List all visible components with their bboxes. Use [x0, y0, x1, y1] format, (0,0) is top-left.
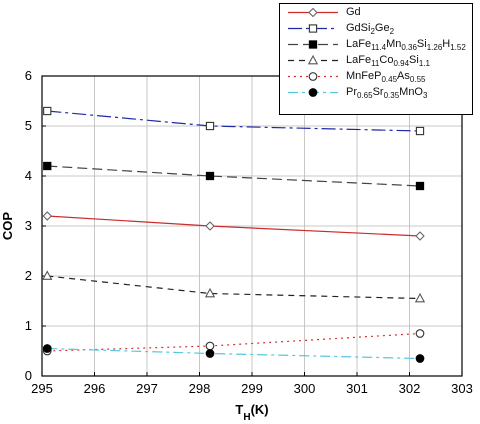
legend-label-4: LaFe11Co0.94Si1.1	[346, 54, 430, 69]
series-line-4	[47, 275, 421, 300]
axis-ticks: 295 296 297 298 299 300 301 302 303 0 1 2 3 4 5 6	[25, 68, 473, 396]
x-tick-label: 298	[189, 381, 211, 396]
legend-marker-4	[307, 54, 319, 65]
legend-swatch-1	[288, 7, 338, 18]
legend-marker-6	[308, 88, 318, 97]
legend-entry-5: MnFeP0.45As0.55	[280, 68, 472, 84]
data-point-4-1	[42, 270, 53, 280]
y-tick-label: 3	[25, 218, 32, 233]
legend-entry-4: LaFe11Co0.94Si1.1	[280, 52, 472, 68]
series-line-3	[47, 165, 421, 187]
data-point-3-2	[205, 171, 215, 181]
legend-swatch-5	[288, 72, 338, 81]
data-markers	[42, 106, 426, 363]
x-tick-label: 303	[451, 381, 473, 396]
data-point-5-3	[415, 329, 425, 338]
y-tick-label: 2	[25, 268, 32, 283]
legend-entry-2: GdSi2Ge2	[280, 20, 472, 36]
legend-entry-3: LaFe11.4Mn0.36Si1.26H1.52	[280, 36, 472, 52]
legend-label-3: LaFe11.4Mn0.36Si1.26H1.52	[346, 38, 466, 53]
data-point-4-2	[204, 287, 216, 298]
data-point-6-3	[415, 354, 425, 363]
data-point-6-2	[205, 349, 215, 358]
data-point-1-3	[415, 231, 425, 241]
y-tick-label: 4	[25, 168, 32, 183]
x-tick-label: 302	[399, 381, 421, 396]
chart-legend: Gd GdSi2Ge2 LaFe11.4Mn0.36Si1.26H1.52 LaFe1…	[279, 3, 473, 115]
y-tick-label: 6	[25, 68, 32, 83]
data-point-1-2	[205, 221, 215, 231]
data-point-3-3	[415, 181, 425, 191]
data-point-2-3	[415, 126, 425, 136]
x-axis-label: TH(K)	[235, 402, 268, 423]
axis-labels: COP TH(K)	[0, 212, 269, 423]
legend-swatch-2	[288, 24, 338, 33]
y-tick-label: 0	[25, 368, 32, 383]
data-point-6-1	[42, 344, 52, 353]
legend-swatch-6	[288, 88, 338, 97]
legend-marker-3	[308, 40, 318, 49]
x-tick-label: 300	[294, 381, 316, 396]
legend-swatch-4	[288, 54, 338, 65]
data-point-3-1	[43, 161, 52, 171]
legend-swatch-3	[288, 40, 338, 49]
legend-label-6: Pr0.65Sr0.35MnO3	[346, 86, 428, 101]
y-tick-label: 1	[25, 318, 32, 333]
data-point-2-2	[205, 121, 215, 131]
x-tick-label: 297	[136, 381, 158, 396]
legend-entry-1: Gd	[280, 4, 472, 20]
x-tick-label: 299	[241, 381, 263, 396]
grid-lines	[41, 75, 463, 377]
legend-entry-6: Pr0.65Sr0.35MnO3	[280, 84, 472, 100]
legend-label-1: Gd	[346, 6, 361, 18]
series-line-5	[47, 332, 421, 352]
series-lines	[47, 110, 421, 360]
x-tick-label: 301	[346, 381, 368, 396]
legend-label-5: MnFeP0.45As0.55	[346, 70, 426, 85]
legend-label-2: GdSi2Ge2	[346, 22, 395, 37]
data-point-1-1	[42, 211, 53, 221]
y-axis-label: COP	[0, 212, 15, 241]
legend-marker-1	[308, 7, 318, 18]
legend-marker-5	[308, 72, 318, 81]
data-point-5-2	[205, 341, 215, 351]
data-point-2-1	[43, 106, 52, 116]
x-tick-label: 296	[84, 381, 106, 396]
data-point-4-3	[414, 292, 426, 303]
x-tick-label: 295	[31, 381, 53, 396]
y-tick-label: 5	[25, 118, 32, 133]
series-line-6	[47, 347, 421, 360]
legend-marker-2	[308, 24, 318, 33]
